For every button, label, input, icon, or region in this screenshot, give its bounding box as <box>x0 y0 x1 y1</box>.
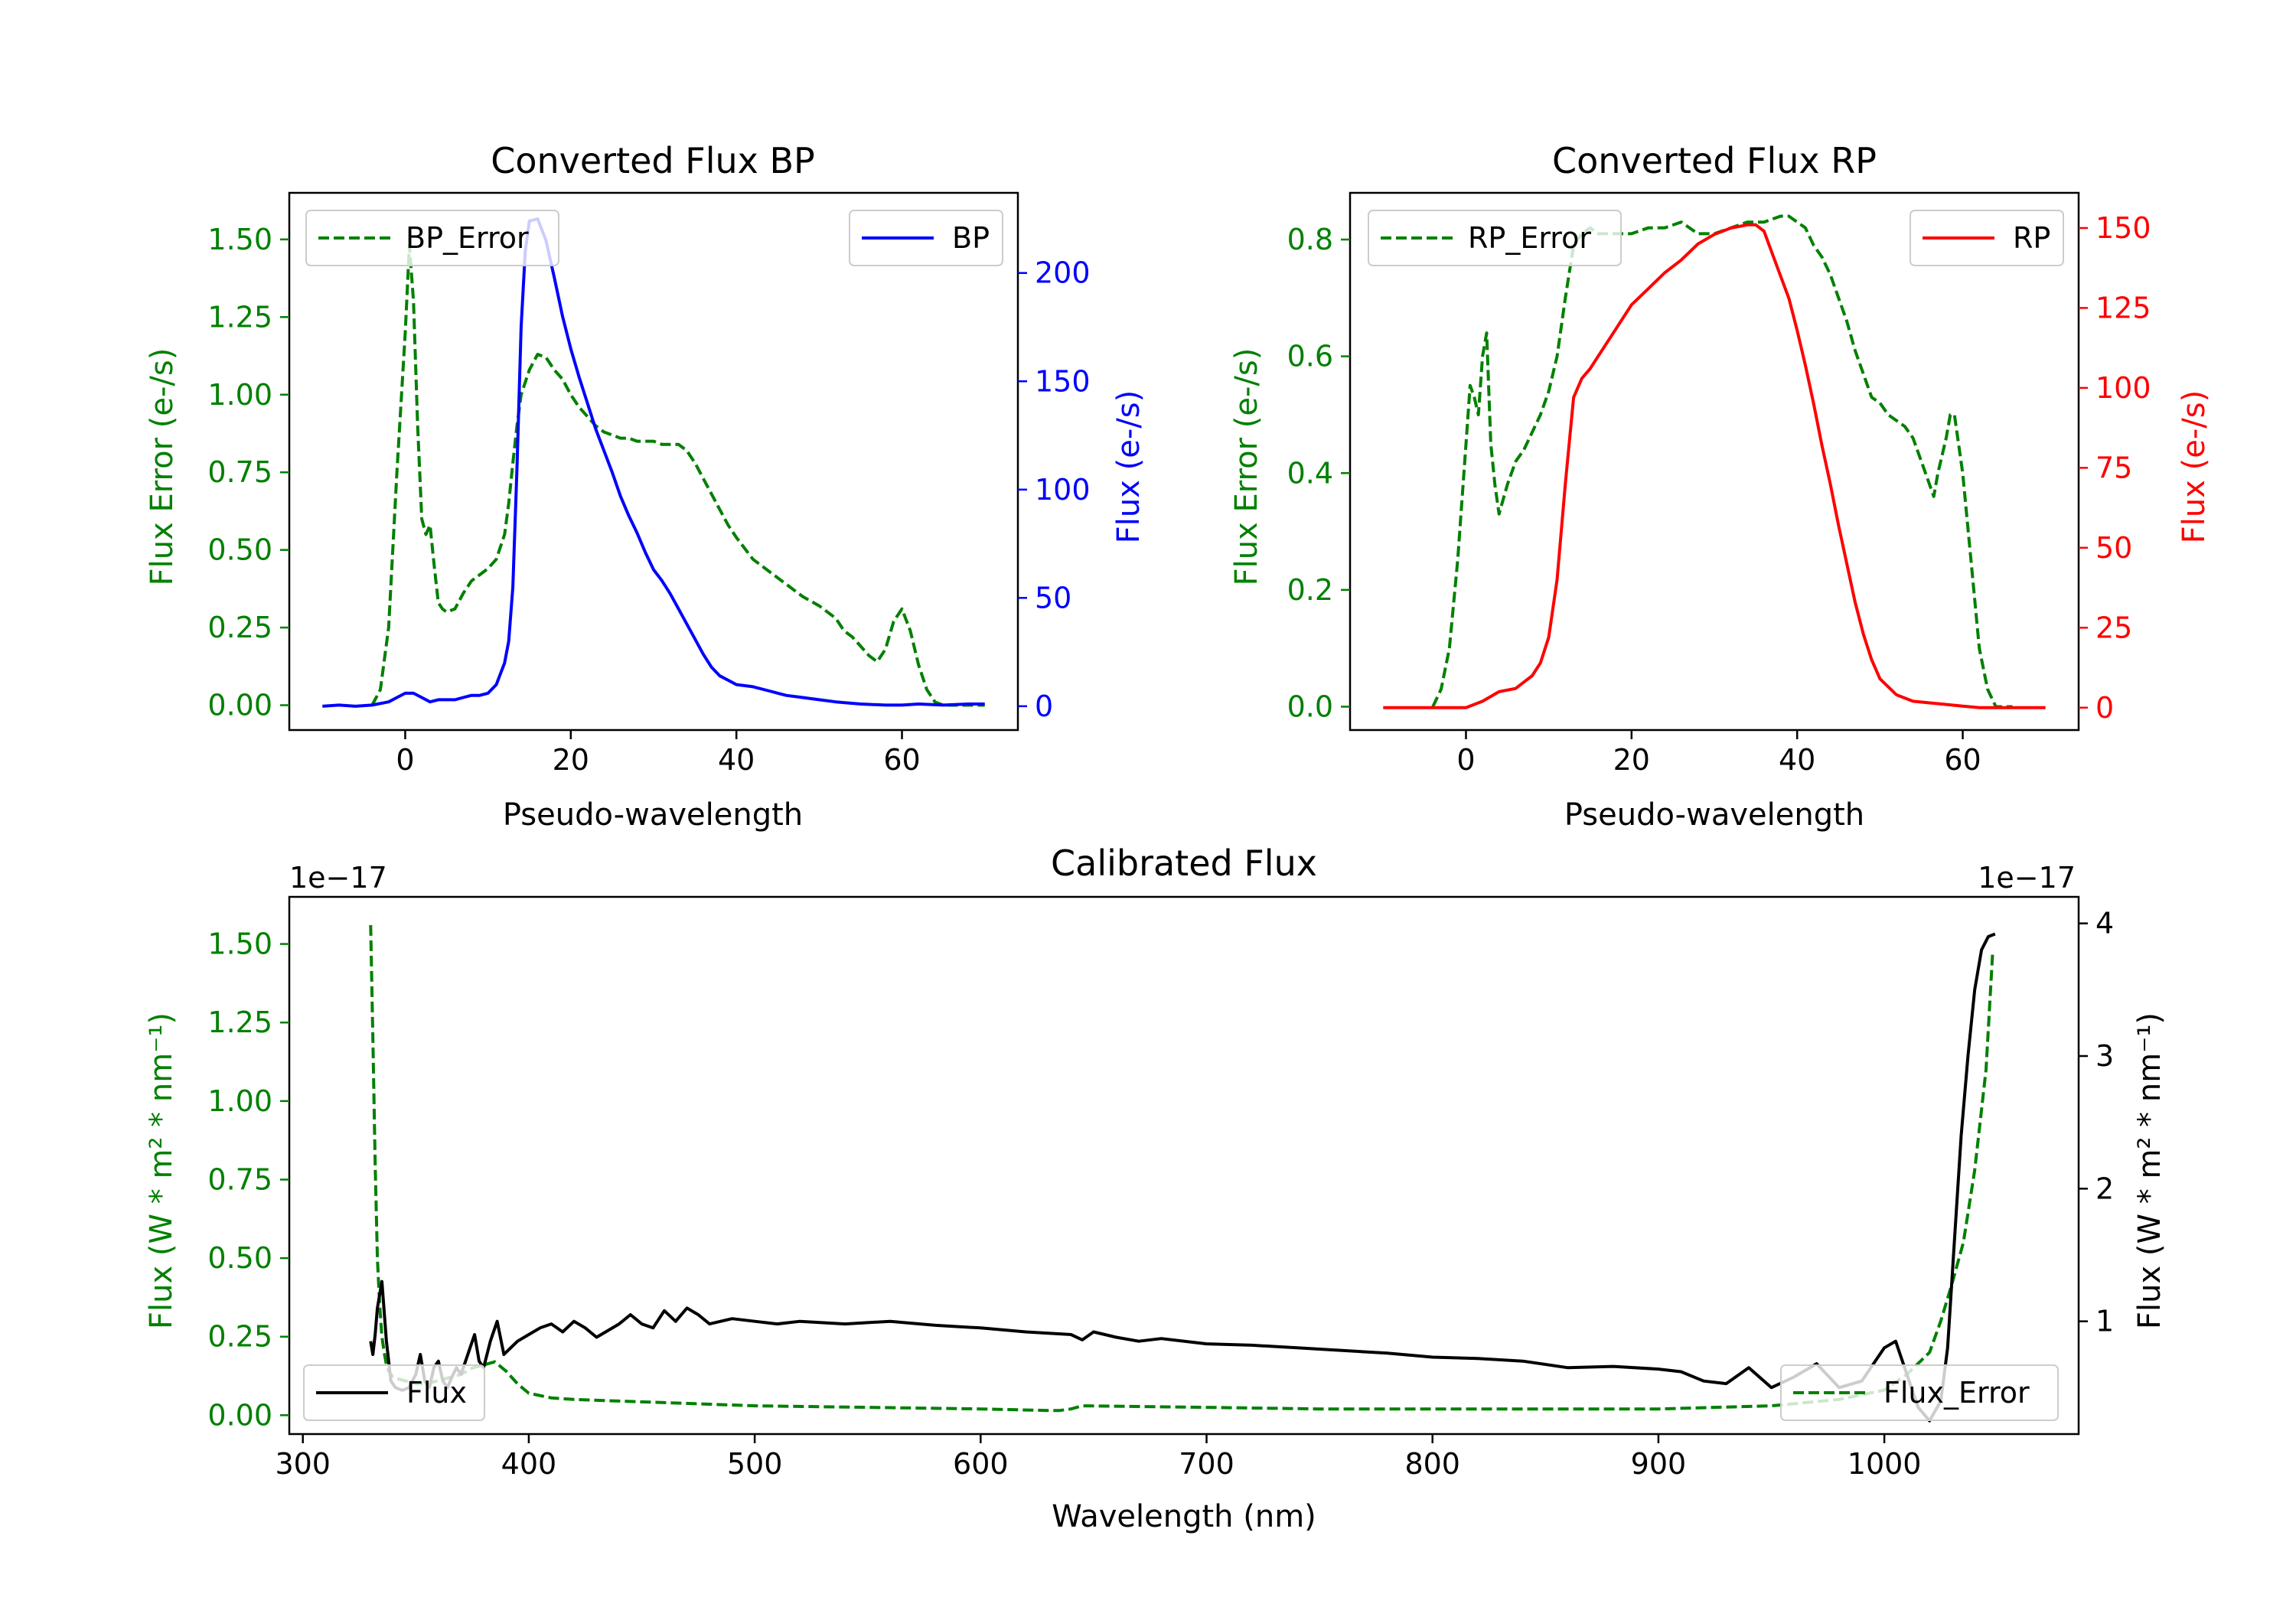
rp-legend-flux-label: RP <box>2013 221 2050 255</box>
panel-bp: Converted Flux BP Pseudo-wavelength Flux… <box>145 140 1146 833</box>
rp-title: Converted Flux RP <box>1552 140 1877 181</box>
rp-xtick-label: 0 <box>1456 743 1475 777</box>
rp-ytick-right-label: 25 <box>2095 611 2132 644</box>
bp-ytick-left-label: 0.25 <box>207 611 272 644</box>
rp-ytick-right-label: 150 <box>2095 211 2151 245</box>
rp-xtick-label: 40 <box>1779 743 1815 777</box>
cal-axes-frame <box>288 895 2080 1436</box>
cal-ytick-right-label: 3 <box>2095 1039 2114 1073</box>
cal-ylabel-left: Flux (W * m² * nm⁻¹) <box>144 1012 179 1329</box>
bp-xtick-label: 0 <box>396 743 414 777</box>
panel-rp: Converted Flux RP Pseudo-wavelength Flux… <box>1229 140 2212 833</box>
bp-ytick-right-label: 50 <box>1035 581 1071 614</box>
bp-ylabel-left: Flux Error (e-/s) <box>145 348 180 586</box>
rp-xtick-label: 20 <box>1613 743 1650 777</box>
bp-ytick-left-label: 0.75 <box>207 455 272 489</box>
cal-xtick-label: 600 <box>953 1447 1009 1481</box>
cal-xtick-label: 700 <box>1179 1447 1234 1481</box>
bp-series-bp-error <box>370 244 985 707</box>
rp-legend-error-frame <box>1368 210 1622 266</box>
cal-ytick-left-label: 1.00 <box>207 1084 272 1118</box>
rp-ytick-left-label: 0.8 <box>1287 223 1333 256</box>
rp-legend-error: RP_Error <box>1368 210 1622 266</box>
bp-ytick-right-label: 0 <box>1035 689 1053 723</box>
cal-xtick-label: 900 <box>1631 1447 1687 1481</box>
cal-xtick-label: 400 <box>501 1447 557 1481</box>
bp-ytick-left-label: 1.25 <box>207 300 272 334</box>
cal-ytick-left-label: 0.50 <box>207 1241 272 1275</box>
cal-xtick-label: 1000 <box>1848 1447 1922 1481</box>
cal-ytick-left-label: 0.00 <box>207 1398 272 1432</box>
rp-series-rp <box>1383 223 2046 709</box>
bp-axes-frame <box>288 191 1019 732</box>
rp-ytick-left-label: 0.4 <box>1287 456 1333 490</box>
bp-ytick-right-label: 150 <box>1035 364 1091 398</box>
rp-ytick-right-label: 75 <box>2095 451 2132 484</box>
rp-ytick-right-label: 100 <box>2095 371 2151 405</box>
rp-ytick-left-label: 0.6 <box>1287 340 1333 373</box>
bp-legend-error-label: BP_Error <box>406 221 529 255</box>
cal-xtick-label: 500 <box>727 1447 783 1481</box>
rp-xlabel: Pseudo-wavelength <box>1564 797 1864 833</box>
rp-legend-error-label: RP_Error <box>1468 221 1591 255</box>
bp-series-bp <box>322 217 985 708</box>
bp-ylabel-right: Flux (e-/s) <box>1111 390 1146 543</box>
cal-ytick-left-label: 1.50 <box>207 927 272 961</box>
bp-xtick-label: 20 <box>553 743 589 777</box>
bp-ytick-left-label: 0.00 <box>207 689 272 722</box>
bp-ytick-left-label: 0.50 <box>207 533 272 567</box>
panel-calibrated: Calibrated Flux 1e−17 1e−17 Wavelength (… <box>144 843 2167 1534</box>
cal-ytick-left-label: 0.25 <box>207 1320 272 1354</box>
rp-legend-flux: RP <box>1910 210 2064 266</box>
cal-legend-flux-frame <box>303 1364 485 1421</box>
cal-offset-left: 1e−17 <box>289 861 387 895</box>
cal-offset-right: 1e−17 <box>1978 861 2076 895</box>
bp-title: Converted Flux BP <box>491 140 815 181</box>
cal-ytick-right-label: 2 <box>2095 1172 2114 1205</box>
cal-title: Calibrated Flux <box>1051 843 1317 884</box>
bp-xtick-label: 60 <box>883 743 920 777</box>
bp-legend-error: BP_Error <box>305 210 559 266</box>
cal-xtick-label: 300 <box>275 1447 331 1481</box>
rp-ylabel-left: Flux Error (e-/s) <box>1229 348 1264 586</box>
rp-ylabel-right: Flux (e-/s) <box>2177 390 2212 543</box>
rp-ytick-right-label: 50 <box>2095 531 2132 565</box>
rp-axes-frame <box>1349 191 2080 732</box>
bp-xtick-label: 40 <box>718 743 755 777</box>
cal-legend-flux-label: Flux <box>406 1376 467 1410</box>
rp-ytick-left-label: 0.0 <box>1287 689 1333 723</box>
rp-plot: 0 20 40 60 0.0 0.2 0.4 0.6 0.8 0 25 50 75 100 125 150 <box>1287 191 2151 777</box>
cal-ytick-left-label: 1.25 <box>207 1006 272 1039</box>
cal-legend-error-label: Flux_Error <box>1883 1376 2030 1410</box>
bp-legend-flux: BP <box>849 210 1003 266</box>
bp-legend-error-frame <box>305 210 559 266</box>
bp-ytick-left-label: 1.50 <box>207 223 272 256</box>
rp-ytick-left-label: 0.2 <box>1287 573 1333 607</box>
bp-ytick-right-label: 200 <box>1035 256 1091 290</box>
bp-plot: 0 20 40 60 0.00 0.25 0.50 0.75 1.00 1.25 1.50 0 50 10… <box>207 191 1091 777</box>
rp-xtick-label: 60 <box>1944 743 1981 777</box>
cal-xlabel: Wavelength (nm) <box>1052 1499 1316 1534</box>
bp-legend-flux-label: BP <box>952 221 990 255</box>
rp-series-rp-error <box>1431 214 2013 709</box>
bp-ytick-left-label: 1.00 <box>207 378 272 412</box>
cal-ytick-left-label: 0.75 <box>207 1162 272 1196</box>
bp-ytick-right-label: 100 <box>1035 473 1091 507</box>
rp-ytick-right-label: 0 <box>2095 691 2114 725</box>
cal-legend-flux: Flux <box>303 1364 485 1421</box>
cal-ylabel-right: Flux (W * m² * nm⁻¹) <box>2132 1012 2167 1329</box>
cal-legend-error-frame <box>1780 1364 2059 1421</box>
rp-ytick-right-label: 125 <box>2095 291 2151 324</box>
bp-xlabel: Pseudo-wavelength <box>503 797 803 833</box>
cal-xtick-label: 800 <box>1404 1447 1460 1481</box>
cal-legend-error: Flux_Error <box>1780 1364 2059 1421</box>
cal-ytick-right-label: 1 <box>2095 1305 2114 1338</box>
cal-ytick-right-label: 4 <box>2095 907 2114 940</box>
